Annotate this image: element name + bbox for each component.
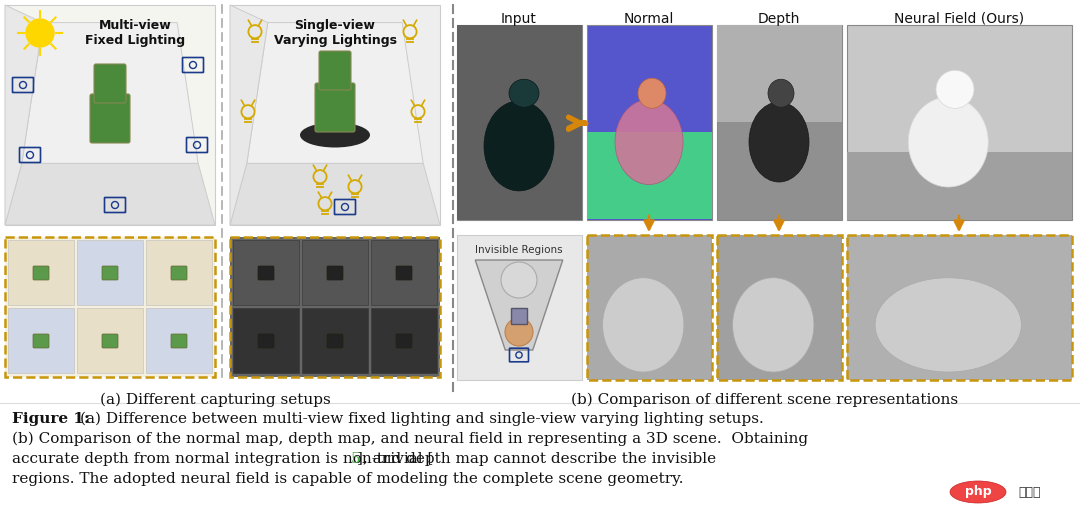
FancyBboxPatch shape: [94, 64, 126, 103]
Bar: [5, 5, 215, 225]
Bar: [457, 235, 582, 380]
Circle shape: [505, 318, 534, 346]
Bar: [5, 237, 215, 377]
Text: Neural Field (Ours): Neural Field (Ours): [894, 12, 1024, 26]
FancyBboxPatch shape: [258, 334, 274, 348]
FancyBboxPatch shape: [33, 334, 49, 348]
FancyBboxPatch shape: [258, 266, 274, 280]
FancyBboxPatch shape: [396, 266, 411, 280]
Text: ], and depth map cannot describe the invisible: ], and depth map cannot describe the inv…: [357, 452, 716, 466]
Text: (a) Difference between multi-view fixed lighting and single-view varying lightin: (a) Difference between multi-view fixed …: [80, 412, 764, 426]
FancyBboxPatch shape: [327, 334, 343, 348]
Bar: [847, 25, 1072, 220]
Text: (b) Comparison of different scene representations: (b) Comparison of different scene repres…: [571, 393, 959, 407]
FancyBboxPatch shape: [33, 266, 49, 280]
FancyBboxPatch shape: [171, 334, 187, 348]
Ellipse shape: [603, 278, 684, 372]
Bar: [230, 237, 440, 377]
Text: 中文网: 中文网: [1018, 485, 1041, 499]
FancyBboxPatch shape: [319, 51, 351, 90]
Ellipse shape: [875, 278, 1022, 372]
Text: Normal: Normal: [624, 12, 674, 26]
Bar: [588, 25, 712, 220]
Polygon shape: [5, 163, 215, 225]
Bar: [77, 308, 143, 373]
Circle shape: [26, 19, 54, 47]
Bar: [230, 237, 440, 377]
Ellipse shape: [936, 70, 974, 109]
Bar: [302, 240, 368, 305]
Bar: [302, 308, 368, 373]
Bar: [233, 240, 299, 305]
Text: Single-view
Varying Lightings: Single-view Varying Lightings: [273, 19, 396, 47]
Text: regions. The adopted neural field is capable of modeling the complete scene geom: regions. The adopted neural field is cap…: [12, 472, 684, 486]
Ellipse shape: [750, 102, 809, 182]
Text: Input: Input: [501, 12, 537, 26]
Ellipse shape: [768, 79, 794, 107]
Bar: [588, 235, 712, 380]
Polygon shape: [457, 25, 582, 220]
Ellipse shape: [300, 123, 370, 148]
Polygon shape: [475, 260, 563, 350]
Bar: [717, 235, 842, 380]
Bar: [511, 308, 527, 324]
Bar: [588, 235, 712, 380]
FancyBboxPatch shape: [102, 266, 118, 280]
Ellipse shape: [615, 100, 683, 184]
Bar: [717, 25, 842, 220]
FancyBboxPatch shape: [171, 266, 187, 280]
Polygon shape: [230, 163, 440, 225]
Ellipse shape: [908, 97, 988, 187]
FancyBboxPatch shape: [90, 94, 130, 143]
Ellipse shape: [950, 481, 1005, 503]
Polygon shape: [230, 5, 268, 225]
Polygon shape: [22, 22, 199, 163]
Text: Figure 1:: Figure 1:: [12, 412, 95, 426]
Polygon shape: [847, 152, 1072, 220]
Text: Depth: Depth: [758, 12, 800, 26]
FancyBboxPatch shape: [327, 266, 343, 280]
Bar: [372, 308, 437, 373]
Circle shape: [501, 262, 537, 298]
Polygon shape: [247, 22, 423, 163]
Bar: [233, 308, 299, 373]
Bar: [8, 240, 75, 305]
Bar: [847, 235, 1072, 380]
Bar: [5, 237, 215, 377]
Bar: [230, 5, 440, 225]
Text: 5: 5: [350, 452, 360, 466]
Bar: [146, 308, 212, 373]
Bar: [588, 132, 712, 219]
Polygon shape: [5, 5, 43, 225]
Text: php: php: [964, 485, 991, 499]
Text: Multi-view
Fixed Lighting: Multi-view Fixed Lighting: [85, 19, 186, 47]
Bar: [146, 240, 212, 305]
Bar: [717, 25, 842, 122]
Bar: [847, 235, 1072, 380]
FancyBboxPatch shape: [396, 334, 411, 348]
Bar: [8, 308, 75, 373]
Bar: [372, 240, 437, 305]
Text: (b) Comparison of the normal map, depth map, and neural field in representing a : (b) Comparison of the normal map, depth …: [12, 432, 808, 446]
Text: (a) Different capturing setups: (a) Different capturing setups: [99, 393, 330, 407]
Ellipse shape: [732, 278, 814, 372]
Text: Invisible Regions: Invisible Regions: [475, 245, 563, 255]
Bar: [457, 25, 582, 220]
Ellipse shape: [484, 101, 554, 191]
Ellipse shape: [638, 78, 666, 108]
Text: accurate depth from normal integration is non-trivial [: accurate depth from normal integration i…: [12, 452, 433, 466]
Bar: [77, 240, 143, 305]
FancyBboxPatch shape: [102, 334, 118, 348]
Bar: [717, 235, 842, 380]
Ellipse shape: [509, 79, 539, 107]
FancyBboxPatch shape: [315, 83, 355, 132]
